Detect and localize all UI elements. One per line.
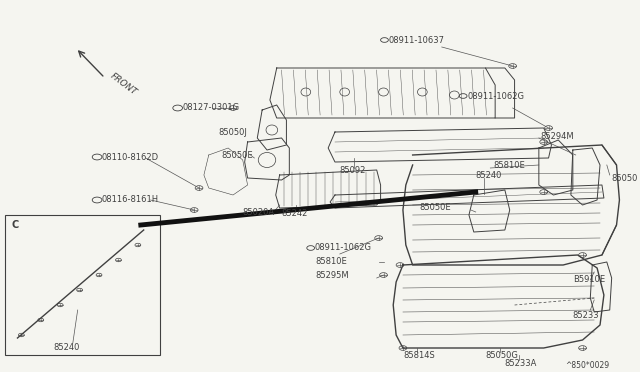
Text: 85240: 85240 <box>476 170 502 180</box>
Bar <box>5 215 160 355</box>
Text: 08911-1062G: 08911-1062G <box>315 244 372 253</box>
Text: 85092: 85092 <box>340 166 366 174</box>
Text: 85050: 85050 <box>612 173 638 183</box>
Text: 85233: 85233 <box>573 311 600 320</box>
Text: 08116-8161H: 08116-8161H <box>102 196 159 205</box>
Text: ^850*0029: ^850*0029 <box>566 360 610 369</box>
Text: 85233A: 85233A <box>505 359 537 368</box>
Text: 08110-8162D: 08110-8162D <box>102 153 159 161</box>
Text: 85240: 85240 <box>53 343 80 353</box>
Text: 85295M: 85295M <box>316 272 349 280</box>
Text: 85810E: 85810E <box>493 160 525 170</box>
Text: 85050E: 85050E <box>221 151 253 160</box>
Text: 85294M: 85294M <box>541 131 575 141</box>
Text: FRONT: FRONT <box>109 71 139 97</box>
Text: 85814S: 85814S <box>403 350 435 359</box>
Text: 08127-0301G: 08127-0301G <box>182 103 239 112</box>
Text: 85810E: 85810E <box>316 257 348 266</box>
Text: B5910E: B5910E <box>573 276 605 285</box>
Text: 85020A: 85020A <box>243 208 275 217</box>
Text: 85242: 85242 <box>282 208 308 218</box>
Text: 08911-10637: 08911-10637 <box>388 35 444 45</box>
Text: 85050G: 85050G <box>486 350 518 359</box>
Text: 08911-1062G: 08911-1062G <box>467 92 524 100</box>
Text: C: C <box>12 220 19 230</box>
Text: 85050E: 85050E <box>419 203 451 212</box>
Text: 85050J: 85050J <box>218 128 247 137</box>
